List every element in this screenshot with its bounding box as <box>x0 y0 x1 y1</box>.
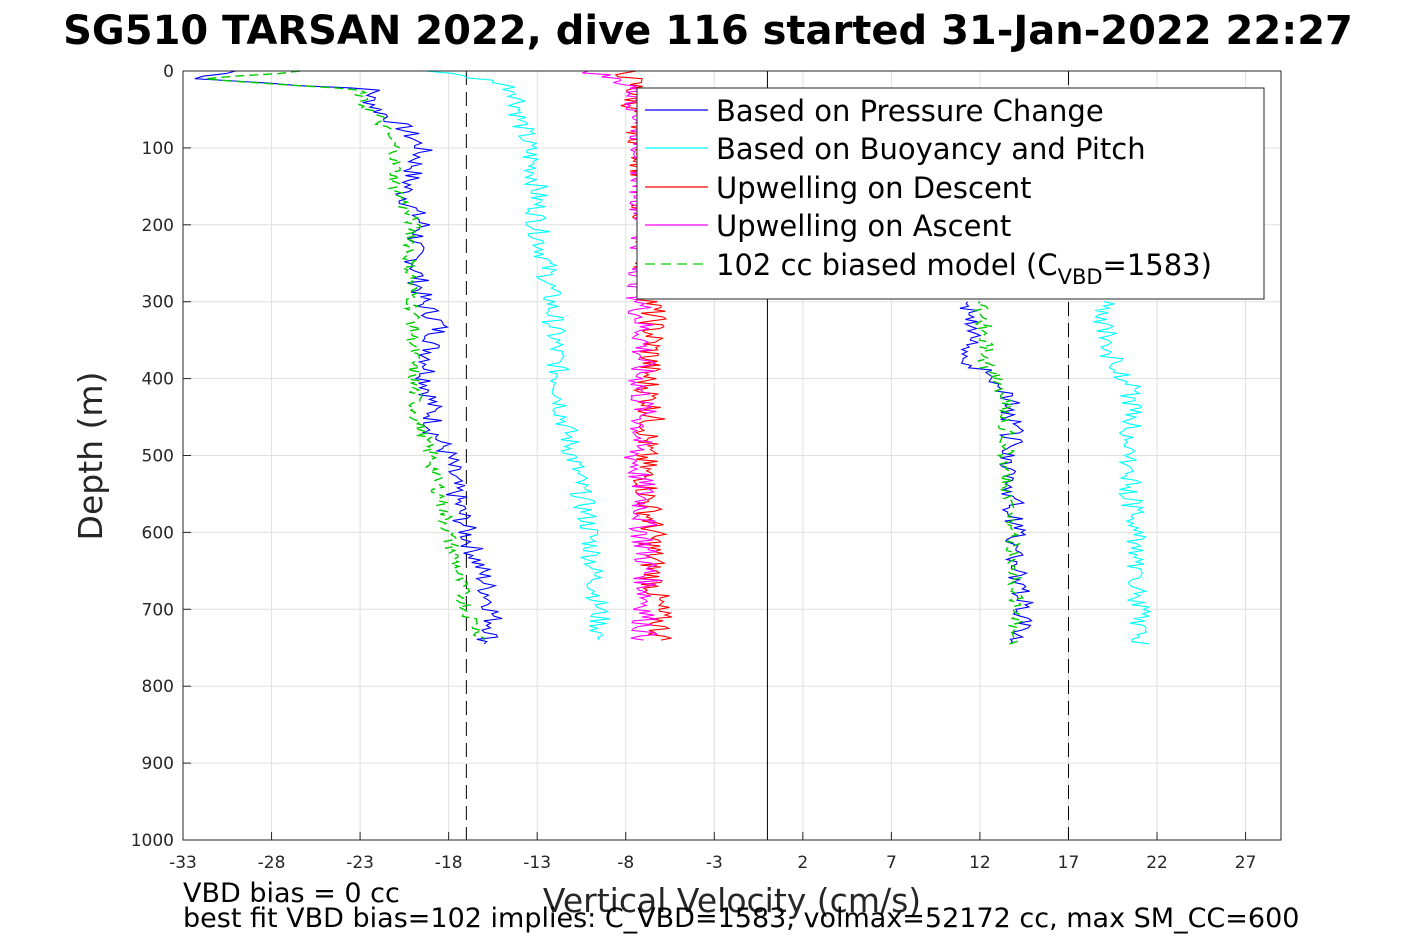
y-tick-label: 100 <box>142 139 174 159</box>
plot-frame <box>182 70 1282 841</box>
y-axis-label: Depth (m) <box>71 372 110 541</box>
y-tick-label: 700 <box>142 600 174 620</box>
series-3-line <box>614 70 673 641</box>
y-tick-label: 400 <box>142 370 174 390</box>
series-1-line-descent <box>194 70 503 645</box>
x-tick-label: 22 <box>1146 853 1168 873</box>
legend-model-prefix: 102 cc biased model (C <box>716 248 1058 282</box>
y-tick-labels: 0 100 200 300 400 500 600 700 800 900 1000 <box>131 62 174 851</box>
series-1-line-ascent <box>959 301 1034 645</box>
best-fit-note: best fit VBD bias=102 implies: C_VBD=158… <box>183 903 1299 934</box>
y-tick-label: 200 <box>142 216 174 236</box>
x-tick-label: -3 <box>706 853 723 873</box>
legend-model-suffix: =1583) <box>1103 248 1212 282</box>
x-tick-label: -8 <box>617 853 634 873</box>
y-tick-label: 600 <box>142 523 174 543</box>
x-axis-label: Vertical Velocity (cm/s) <box>543 881 921 920</box>
x-tick-label: -33 <box>169 853 197 873</box>
y-tick-label: 0 <box>163 62 174 82</box>
chart-title: SG510 TARSAN 2022, dive 116 started 31-J… <box>63 8 1353 54</box>
vbd-bias-note: VBD bias = 0 cc <box>183 878 400 909</box>
legend-box <box>636 87 1265 300</box>
y-tick-label: 900 <box>142 754 174 774</box>
x-tick-label: 17 <box>1058 853 1080 873</box>
x-tick-label: 12 <box>969 853 991 873</box>
series-5-line-descent <box>205 70 485 641</box>
legend-entries: Based on Pressure Change Based on Buoyanc… <box>645 94 1146 265</box>
legend-label: Upwelling on Descent <box>716 171 1032 205</box>
series-2-line-descent <box>424 70 611 641</box>
x-tick-labels: -33 -28 -23 -18 -13 -8 -3 2 7 12 17 22 27 <box>169 853 1256 873</box>
x-tick-label: -18 <box>435 853 463 873</box>
x-tick-label: 2 <box>797 853 808 873</box>
y-tick-label: 1000 <box>131 831 174 851</box>
x-tick-label: -23 <box>346 853 374 873</box>
series-group <box>194 70 1152 645</box>
x-tick-label: 27 <box>1235 853 1257 873</box>
legend: Based on Pressure Change Based on Buoyanc… <box>636 87 1265 300</box>
y-tick-label: 800 <box>142 677 174 697</box>
legend-label-model: 102 cc biased model (CVBD=1583) <box>716 248 1212 289</box>
series-2-line-ascent <box>1093 301 1152 645</box>
x-tick-label: -13 <box>523 853 551 873</box>
legend-model-subscript: VBD <box>1058 265 1103 289</box>
x-tick-label: 7 <box>886 853 897 873</box>
x-tick-label: -28 <box>258 853 286 873</box>
legend-label: Based on Pressure Change <box>716 94 1104 128</box>
legend-label: Upwelling on Ascent <box>716 209 1011 243</box>
legend-label: Based on Buoyancy and Pitch <box>716 132 1146 166</box>
y-tick-label: 300 <box>142 293 174 313</box>
y-tick-label: 500 <box>142 447 174 467</box>
